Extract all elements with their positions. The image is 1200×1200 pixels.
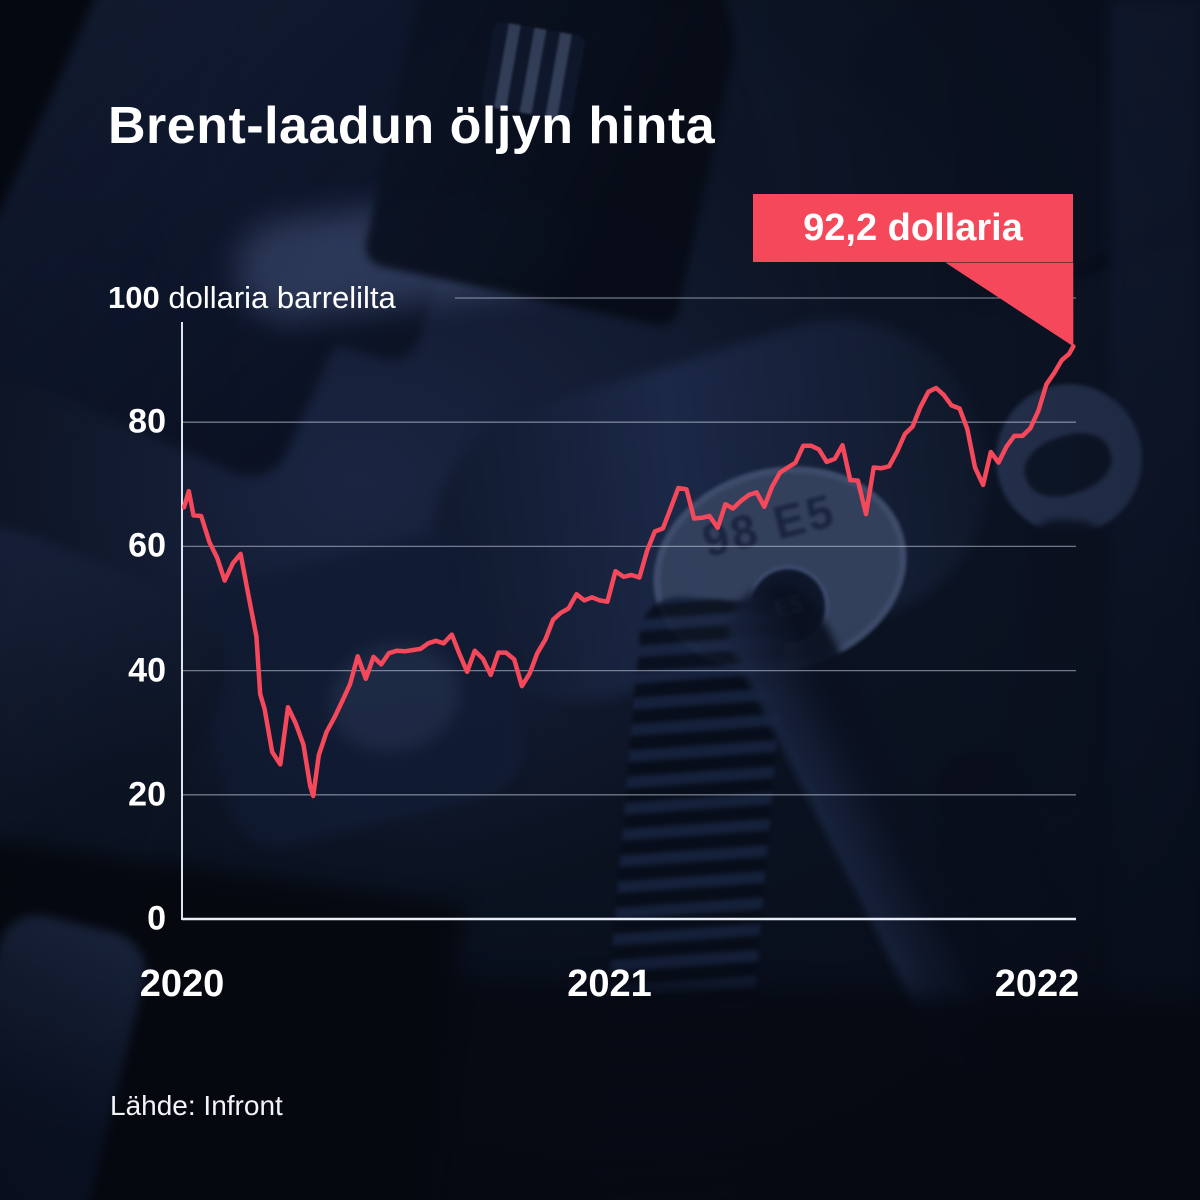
y-tick-label-20: 20 — [128, 775, 166, 814]
y-tick-label-0: 0 — [147, 899, 166, 938]
y-tick-label-80: 80 — [128, 402, 166, 441]
source-label: Lähde: Infront — [110, 1090, 283, 1121]
y-tick-label-60: 60 — [128, 526, 166, 565]
x-tick-label-2021: 2021 — [567, 963, 652, 1005]
x-tick-label-2022: 2022 — [994, 963, 1080, 1005]
y-tick-label-40: 40 — [128, 651, 166, 690]
price-callout-label: 92,2 dollaria — [803, 206, 1023, 249]
y-axis-top-value: 100 — [108, 280, 160, 315]
price-callout-tail — [945, 262, 1074, 347]
y-axis-unit-text: dollaria barrelilta — [159, 280, 396, 315]
x-tick-label-2020: 2020 — [139, 963, 225, 1005]
price-callout: 92,2 dollaria — [753, 194, 1073, 262]
brent-price-line — [181, 344, 1076, 799]
page-title: Brent-laadun öljyn hinta — [108, 97, 716, 155]
y-axis-unit-label: 100 dollaria barrelilta — [108, 280, 396, 316]
